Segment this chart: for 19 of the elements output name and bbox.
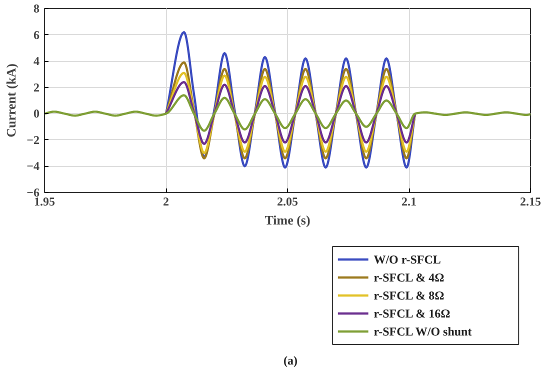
y-tick-label: 0 bbox=[34, 106, 40, 121]
legend-label: r-SFCL & 16Ω bbox=[374, 306, 451, 320]
y-tick-label: −4 bbox=[26, 159, 40, 174]
x-tick-label: 2.05 bbox=[277, 194, 298, 208]
y-tick-label: 2 bbox=[34, 80, 40, 94]
y-axis-title: Current (kA) bbox=[4, 64, 19, 138]
y-tick-label: 8 bbox=[34, 2, 40, 16]
x-axis-title: Time (s) bbox=[264, 212, 310, 228]
text: (a) bbox=[284, 354, 298, 368]
legend-label: r-SFCL & 8Ω bbox=[374, 288, 445, 302]
y-tick-label: 6 bbox=[34, 28, 40, 42]
legend-label: r-SFCL & 4Ω bbox=[374, 270, 445, 284]
x-tick-label: 2.1 bbox=[402, 194, 416, 208]
legend-label: W/O r-SFCL bbox=[374, 252, 441, 266]
y-tick-label: 4 bbox=[34, 54, 40, 68]
y-tick-label: −2 bbox=[26, 132, 40, 147]
x-tick-label: 2 bbox=[163, 194, 169, 208]
x-tick-label: 2.15 bbox=[520, 194, 541, 208]
legend-label: r-SFCL W/O shunt bbox=[374, 324, 472, 338]
